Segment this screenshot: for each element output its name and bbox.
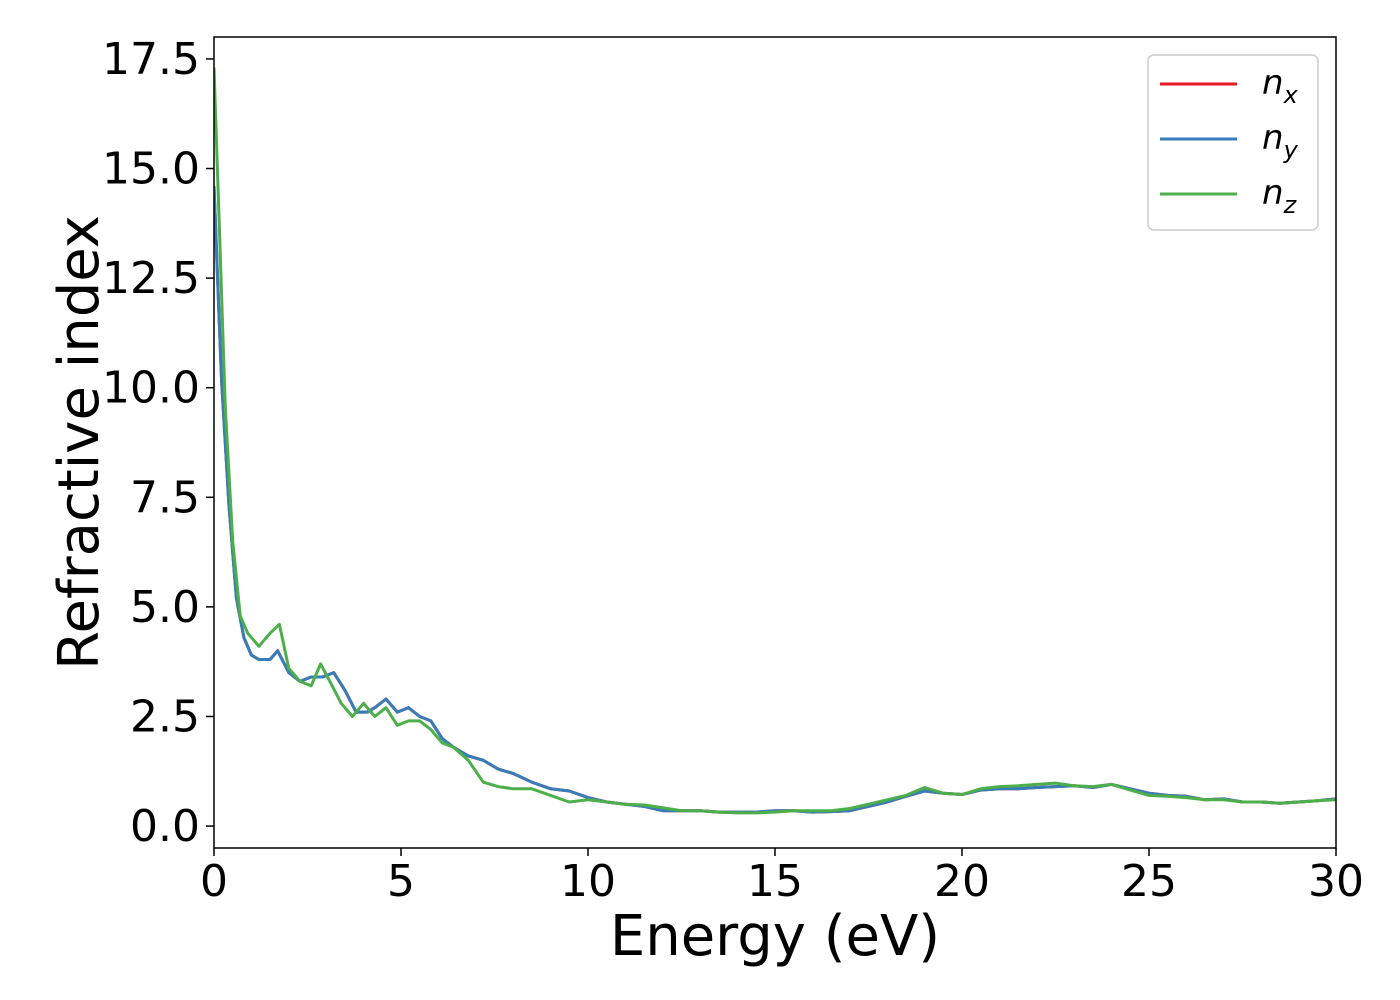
- x-tick-label: 20: [934, 856, 990, 907]
- x-tick-label: 5: [387, 856, 415, 907]
- x-axis-label: Energy (eV): [610, 904, 940, 969]
- series-line-x: [214, 185, 1336, 814]
- y-tick-label: 17.5: [102, 34, 200, 85]
- y-tick-label: 2.5: [130, 691, 200, 742]
- legend-label-subscript: y: [1283, 136, 1299, 164]
- y-axis-ticks: 0.0 2.5 5.0 7.5 10.0 12.5 15.0 17.5: [102, 34, 214, 852]
- legend-label-x: nx: [1262, 63, 1299, 109]
- legend-label-base: n: [1262, 118, 1284, 158]
- y-tick-label: 10.0: [102, 363, 200, 414]
- y-axis-label: Refractive index: [47, 215, 112, 670]
- y-tick-label: 0.0: [130, 801, 200, 852]
- legend-label-base: n: [1262, 173, 1284, 213]
- legend-label-base: n: [1262, 63, 1284, 103]
- series-line-y: [214, 185, 1336, 814]
- y-tick-label: 5.0: [130, 582, 200, 633]
- y-tick-label: 7.5: [130, 472, 200, 523]
- legend-box: [1147, 54, 1319, 231]
- y-tick-label: 12.5: [102, 253, 200, 304]
- x-axis-ticks: 0 5 10 15 20 25 30: [200, 848, 1364, 907]
- x-tick-label: 10: [560, 856, 616, 907]
- x-tick-label: 0: [200, 856, 228, 907]
- legend-label-y: ny: [1262, 118, 1299, 164]
- legend-label-z: nz: [1262, 173, 1298, 219]
- y-tick-label: 15.0: [102, 144, 200, 195]
- series-line-z: [214, 67, 1336, 815]
- legend-label-subscript: x: [1283, 81, 1299, 109]
- series-layer: [214, 67, 1336, 815]
- x-tick-label: 15: [747, 856, 803, 907]
- x-tick-label: 25: [1121, 856, 1177, 907]
- legend-label-subscript: z: [1283, 191, 1298, 219]
- x-tick-label: 30: [1308, 856, 1364, 907]
